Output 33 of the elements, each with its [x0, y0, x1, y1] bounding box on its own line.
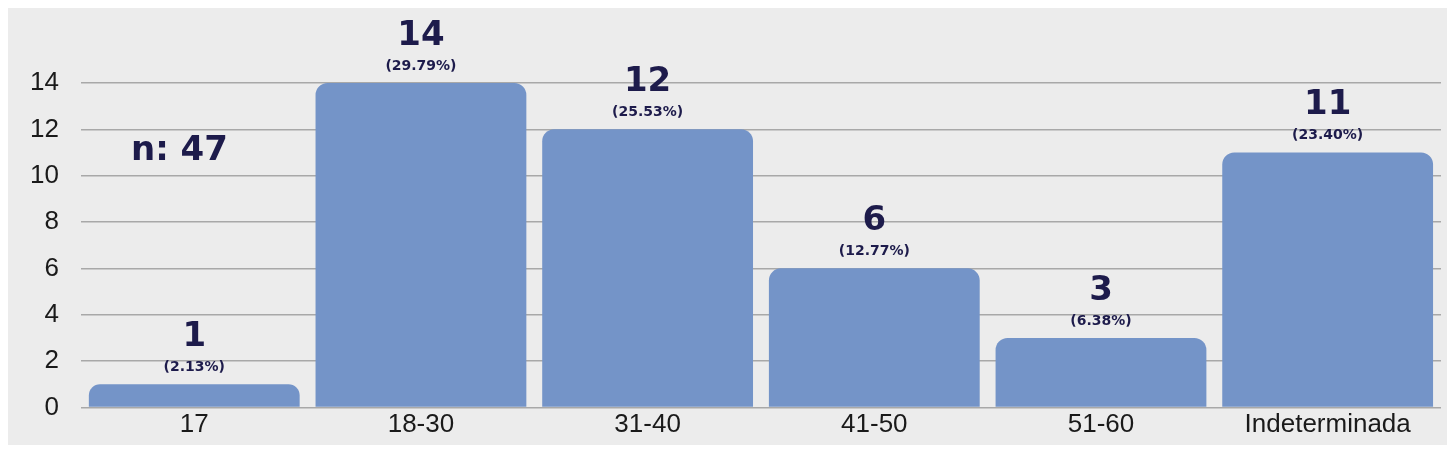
bar	[995, 337, 1207, 407]
annotation: n: 47	[130, 127, 228, 168]
y-tick-label: 6	[44, 251, 59, 282]
data-label: 12	[623, 59, 672, 100]
annotation: (23.40%)	[1292, 126, 1364, 143]
data-label: 3	[1089, 267, 1113, 308]
y-tick-label: 8	[44, 205, 59, 236]
annotation: (6.38%)	[1070, 311, 1132, 328]
data-label: 11	[1304, 82, 1352, 123]
y-tick-label: 0	[44, 390, 59, 421]
y-tick-label: 12	[30, 112, 59, 143]
y-tick-label: 14	[30, 66, 59, 97]
bar	[768, 268, 980, 407]
y-tick-label: 4	[44, 297, 59, 328]
x-tick-label: 41-50	[841, 408, 908, 439]
x-tick-label: 31-40	[614, 408, 681, 439]
bar	[315, 83, 527, 407]
data-label: 14	[397, 12, 445, 53]
x-tick-label: Indeterminada	[1244, 408, 1412, 439]
data-label: 6	[862, 198, 887, 239]
annotation: (25.53%)	[612, 102, 684, 119]
x-tick-label: 18-30	[387, 408, 455, 439]
bar	[1222, 152, 1434, 407]
y-tick-label: 10	[30, 158, 59, 189]
annotation: (12.77%)	[838, 242, 910, 259]
x-tick-label: 51-60	[1067, 408, 1135, 439]
annotation: (29.79%)	[385, 56, 457, 73]
x-tick-label: 17	[179, 408, 209, 439]
bar	[88, 384, 300, 407]
data-label: 1	[182, 314, 207, 355]
y-tick-label: 2	[44, 344, 59, 375]
annotation: (2.13%)	[163, 357, 225, 374]
bar	[542, 129, 754, 407]
